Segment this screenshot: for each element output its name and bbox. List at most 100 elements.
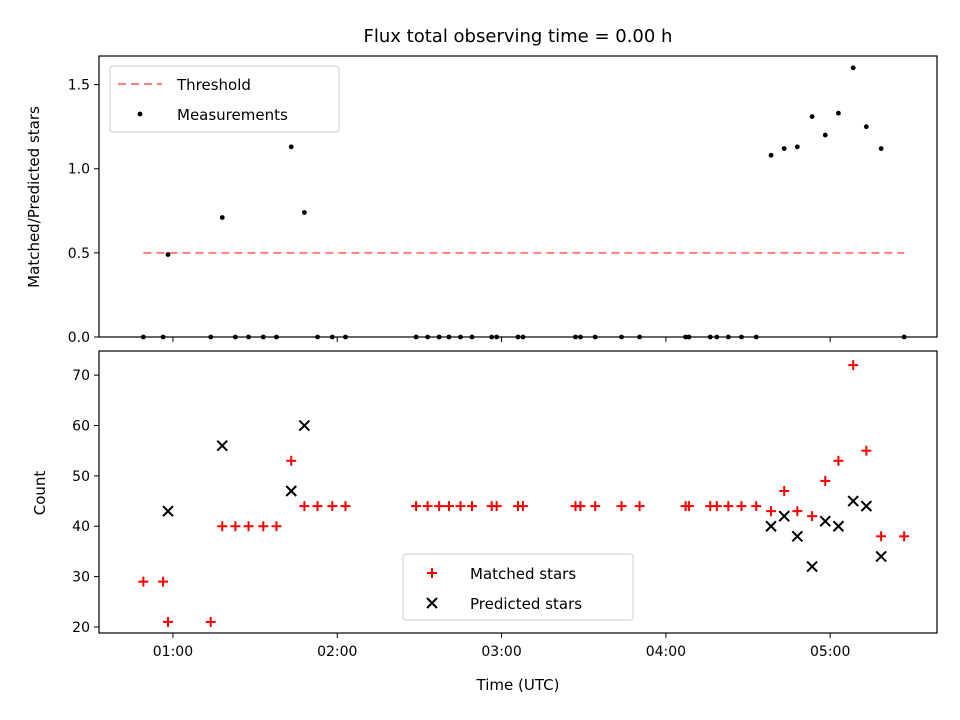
legend-predicted-swatch [426, 597, 438, 609]
bottom-matched-stars-point [138, 576, 149, 587]
bottom-predicted-stars-point [819, 515, 831, 527]
bottom-predicted-stars-point [791, 530, 804, 543]
bottom-matched-stars-point [411, 501, 422, 512]
top-measurements-point [781, 146, 787, 151]
bottom-ytick-label: 20 [72, 620, 90, 636]
bottom-matched-stars-point [258, 521, 269, 532]
bottom-matched-stars-point [434, 501, 445, 512]
bottom-y-axis-label: Count [31, 471, 49, 516]
top-ytick-label: 0.0 [68, 330, 90, 346]
top-panel: Flux total observing time = 0.00 h 0.0 0.… [25, 26, 938, 346]
bottom-predicted-stars-point [778, 510, 790, 522]
bottom-predicted-stars-point [298, 419, 311, 432]
bottom-predicted-stars-point [832, 520, 845, 532]
bottom-matched-stars-point [455, 501, 466, 512]
bottom-matched-stars-point [792, 506, 803, 517]
bottom-matched-stars-point [158, 576, 169, 587]
bottom-matched-stars-point [243, 521, 254, 532]
top-y-axis-label: Matched/Predicted stars [25, 106, 43, 288]
top-measurements-point [219, 215, 225, 220]
bottom-matched-stars-point [286, 455, 297, 466]
bottom-legend: Matched stars Predicted stars [402, 553, 634, 621]
x-axis-label: Time (UTC) [476, 676, 560, 694]
bottom-matched-stars-point [327, 501, 338, 512]
bottom-xtick-label: 01:00 [153, 644, 193, 660]
bottom-xtick-label: 02:00 [317, 644, 357, 660]
bottom-matched-stars-point [833, 455, 844, 466]
bottom-ytick-label: 50 [72, 469, 90, 485]
bottom-predicted-stars-point [285, 485, 297, 497]
legend-matched-label: Matched stars [470, 565, 576, 583]
bottom-matched-stars-point [683, 501, 694, 512]
bottom-xtick-label: 03:00 [481, 644, 521, 660]
chart-title: Flux total observing time = 0.00 h [364, 26, 673, 47]
bottom-matched-stars-point [820, 475, 831, 486]
top-measurements-point [850, 65, 856, 71]
top-ytick-label: 0.5 [68, 246, 90, 262]
top-axes-frame [98, 55, 938, 338]
bottom-matched-stars-point [163, 616, 174, 627]
bottom-matched-stars-point [711, 501, 722, 512]
bottom-matched-stars-point [271, 521, 282, 532]
bottom-predicted-stars-point [847, 495, 859, 507]
bottom-matched-stars-point [751, 501, 762, 512]
bottom-matched-stars-point [616, 501, 627, 512]
bottom-matched-stars-point [634, 501, 645, 512]
bottom-matched-stars-point [217, 521, 228, 532]
bottom-predicted-stars-point [162, 505, 174, 517]
top-legend: Threshold Measurements [109, 65, 340, 133]
top-measurements-point [794, 144, 800, 150]
legend-measurements-label: Measurements [177, 106, 288, 124]
top-measurements-point [809, 114, 815, 119]
bottom-predicted-stars-point [875, 550, 887, 563]
top-ytick-label: 1.5 [68, 78, 90, 94]
bottom-matched-stars-point [876, 531, 887, 542]
top-measurements-point [768, 152, 774, 158]
bottom-matched-stars-point [443, 501, 454, 512]
bottom-axes-frame [98, 350, 938, 634]
bottom-plot-area: 20 30 40 50 60 70 01:00 02:00 03:00 04:00 05:00 [72, 360, 910, 660]
bottom-matched-stars-point [723, 501, 734, 512]
top-measurements-point [165, 252, 171, 257]
top-measurements-point [863, 124, 869, 130]
bottom-matched-stars-point [230, 521, 241, 532]
bottom-matched-stars-point [312, 501, 323, 512]
bottom-matched-stars-point [466, 501, 477, 512]
legend-matched-swatch [427, 568, 437, 578]
bottom-matched-stars-point [848, 360, 859, 371]
bottom-matched-stars-point [517, 501, 528, 512]
bottom-ytick-label: 60 [72, 419, 90, 435]
top-ytick-label: 1.0 [68, 162, 90, 178]
bottom-matched-stars-point [899, 531, 910, 542]
bottom-ytick-label: 70 [72, 368, 90, 384]
bottom-matched-stars-point [491, 501, 502, 512]
top-measurements-point [878, 146, 884, 151]
bottom-predicted-stars-point [860, 500, 873, 512]
bottom-matched-stars-point [205, 616, 216, 627]
top-measurements-point [301, 210, 307, 215]
bottom-matched-stars-point [590, 501, 601, 512]
bottom-matched-stars-point [299, 501, 310, 512]
legend-predicted-label: Predicted stars [470, 595, 582, 613]
bottom-predicted-stars-point [216, 439, 228, 452]
bottom-matched-stars-point [807, 511, 818, 522]
top-legend-box [109, 65, 340, 133]
bottom-panel: 20 30 40 50 60 70 01:00 02:00 03:00 04:00 05:00 Co… [31, 350, 938, 694]
bottom-matched-stars-point [766, 506, 777, 517]
legend-threshold-label: Threshold [176, 76, 251, 94]
bottom-legend-box [402, 553, 634, 621]
bottom-matched-stars-point [779, 485, 790, 496]
bottom-ytick-label: 40 [72, 519, 90, 535]
bottom-matched-stars-point [861, 445, 872, 456]
bottom-matched-stars-point [340, 501, 351, 512]
bottom-predicted-stars-point [765, 520, 777, 532]
top-measurements-point [822, 132, 828, 138]
bottom-matched-stars-point [736, 501, 747, 512]
bottom-xtick-label: 05:00 [810, 644, 850, 660]
bottom-matched-stars-point [422, 501, 433, 512]
bottom-xtick-label: 04:00 [646, 644, 686, 660]
top-measurements-point [288, 144, 294, 150]
bottom-predicted-stars-point [806, 560, 818, 573]
top-measurements-point [836, 110, 841, 116]
